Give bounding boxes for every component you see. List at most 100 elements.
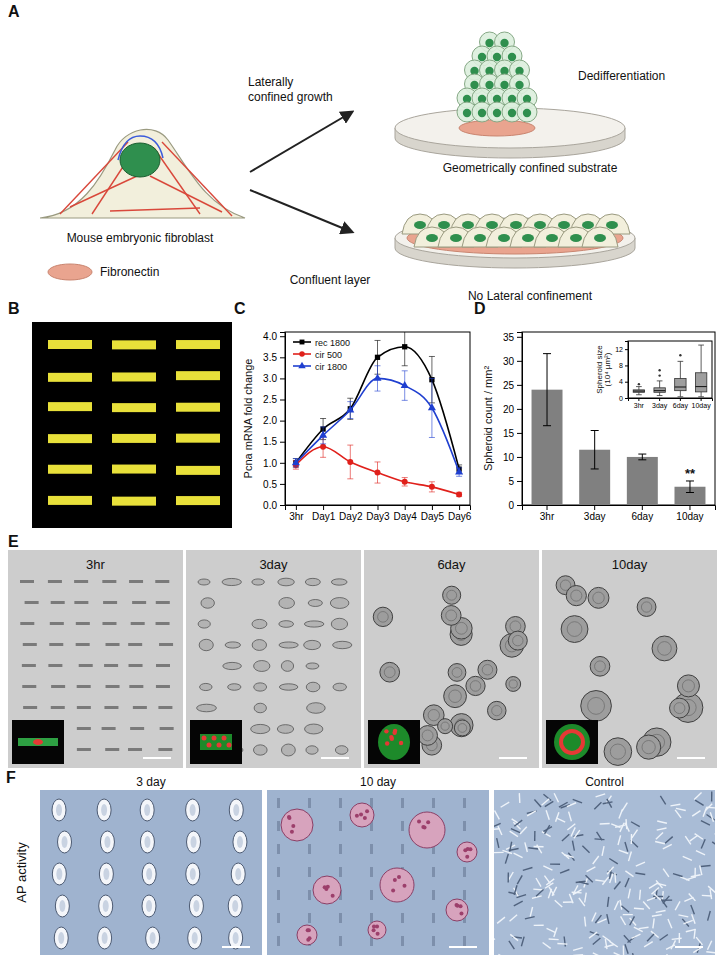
fibroblast	[589, 932, 597, 938]
whisker-cap	[657, 380, 663, 381]
ap-positive-spheroid	[457, 842, 477, 862]
fibroblast	[605, 945, 615, 948]
panel-label: C	[234, 300, 246, 317]
axis-line	[523, 506, 716, 511]
fibroblast-body	[40, 129, 245, 218]
tick: 3day	[652, 398, 668, 410]
fibroblast	[530, 907, 532, 917]
tick-mark	[638, 398, 639, 401]
ap-stain	[375, 924, 379, 928]
cell	[277, 936, 280, 946]
fibroblast	[625, 944, 628, 953]
cell-cluster	[198, 620, 210, 628]
cell-core	[150, 932, 156, 944]
cell	[20, 580, 34, 583]
cell-cluster	[281, 661, 293, 672]
cell	[160, 727, 174, 730]
cell	[76, 622, 90, 625]
fibroblast	[556, 812, 559, 821]
fibroblast	[636, 862, 645, 866]
cell-cluster	[231, 863, 245, 885]
spheroid	[677, 675, 699, 697]
cell	[128, 748, 142, 751]
pattern-stripe	[112, 465, 156, 474]
cell-core	[235, 868, 241, 880]
fibroblast	[655, 841, 665, 843]
axis-line	[286, 506, 471, 511]
nucleus-stain	[393, 729, 397, 733]
spheroid	[448, 664, 466, 682]
fibroblast	[665, 837, 673, 844]
cell-core	[193, 900, 199, 912]
error-bar	[543, 354, 551, 426]
tick-label: Day2	[339, 511, 363, 522]
arrow	[250, 112, 352, 172]
tick: 0	[508, 500, 522, 511]
marker	[429, 484, 435, 490]
ap-stain	[291, 824, 295, 828]
cell-cluster	[188, 927, 202, 949]
cell	[23, 706, 37, 709]
tick-label: 3hr	[634, 402, 645, 409]
spheroid-core	[378, 612, 389, 623]
fibroblast	[634, 908, 644, 910]
legend: rec 1800cir 500cir 1800	[293, 338, 350, 372]
cell	[308, 798, 311, 808]
fibroblast	[614, 873, 616, 883]
marker	[320, 444, 326, 450]
micrograph	[40, 790, 262, 955]
cell-cluster	[254, 683, 267, 691]
fibroblast	[501, 802, 510, 807]
tick-mark	[280, 357, 285, 358]
tick-label: 3hr	[540, 511, 555, 522]
nucleus-stain	[222, 736, 227, 741]
image-background	[40, 790, 262, 955]
fibroblast	[600, 823, 610, 825]
cell	[308, 844, 311, 854]
fibroblast	[542, 832, 551, 837]
tick-mark	[378, 505, 379, 510]
spheroid	[450, 714, 473, 737]
nucleus	[485, 81, 493, 89]
fibroblast	[657, 821, 667, 823]
pattern-stripe	[112, 372, 156, 381]
cell-core	[232, 900, 238, 912]
cell	[339, 798, 342, 808]
nucleus	[493, 109, 501, 117]
fibroblast	[556, 818, 565, 822]
fibroblast	[514, 901, 523, 906]
error-bar	[402, 478, 408, 486]
spheroid-core	[658, 642, 672, 656]
cell	[463, 890, 466, 900]
fibroblast	[701, 821, 710, 825]
fibroblast	[633, 953, 636, 955]
fibroblast	[639, 927, 649, 928]
cell-cluster	[306, 682, 320, 692]
tick-mark	[405, 505, 406, 510]
legend-entry: rec 1800	[315, 338, 350, 348]
tick-mark	[517, 409, 522, 410]
tick: 4.0	[263, 331, 285, 342]
fibroblast	[593, 953, 602, 955]
marker	[375, 355, 380, 360]
spheroid-core	[610, 744, 625, 759]
cell-cluster	[279, 684, 297, 690]
outlier	[658, 369, 660, 371]
tick-mark	[280, 400, 285, 401]
nucleus-stain	[384, 729, 388, 733]
tick-label: 0.0	[263, 500, 277, 511]
fibroblast	[525, 842, 528, 852]
cell-cluster	[201, 598, 214, 608]
spheroid-core	[642, 740, 655, 753]
tick-mark	[459, 505, 460, 510]
cell	[277, 890, 280, 900]
tick: 0	[619, 395, 628, 402]
median	[654, 390, 665, 391]
cell	[22, 685, 36, 688]
pattern-image	[32, 322, 232, 528]
fibroblast	[686, 929, 696, 931]
cell	[517, 102, 537, 122]
fibroblast	[647, 897, 656, 901]
fibroblast	[692, 811, 700, 817]
cell-cluster	[229, 927, 243, 949]
